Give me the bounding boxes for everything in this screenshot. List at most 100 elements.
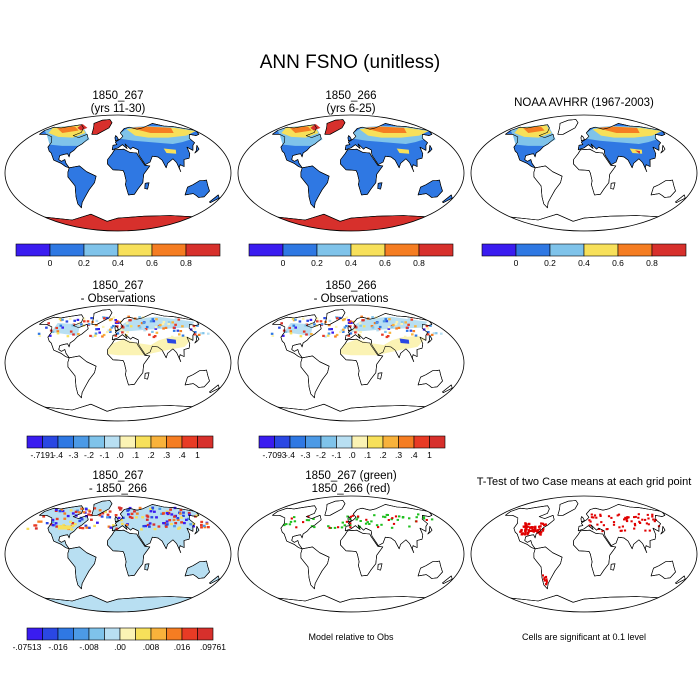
significant-cell: [589, 520, 592, 523]
significant-cell: [625, 519, 628, 522]
diff-cell: [371, 326, 375, 329]
diff-cell: [151, 330, 154, 333]
diff-cell: [65, 320, 69, 323]
diff-cell: [59, 324, 63, 327]
colorbar-box: [274, 435, 291, 449]
diff-cell: [109, 328, 112, 331]
significant-cell: [637, 513, 640, 516]
diff-cell: [172, 326, 176, 329]
significant-cell: [633, 527, 636, 530]
green-cell: [341, 521, 344, 524]
colorbar-box: [117, 243, 153, 257]
snow-arctic-islands: [77, 124, 88, 131]
diff-cell: [425, 325, 429, 328]
landmass-eurasia: [344, 313, 433, 363]
diff-cell: [192, 325, 196, 328]
significant-cell: [627, 516, 630, 519]
red-cell: [394, 515, 398, 518]
landmass-southAmerica: [300, 546, 330, 590]
diff-cell: [125, 322, 129, 325]
map-body: [26, 500, 220, 612]
diff-cell: [37, 332, 41, 335]
significant-cell: [647, 517, 650, 520]
colorbar-box: [49, 243, 85, 257]
diff-cell: [302, 330, 306, 333]
green-cell: [390, 518, 393, 521]
diff-cell: [350, 321, 353, 324]
diff-cell: [174, 522, 178, 525]
diff-cell: [93, 524, 96, 528]
diff-cell: [427, 331, 430, 334]
diff-cell: [165, 520, 169, 523]
colorbar-box: [26, 435, 43, 449]
significant-cell: [527, 529, 531, 532]
diff-cell: [45, 326, 48, 329]
colorbar-tick-label: -.008: [79, 642, 99, 652]
green-cell: [358, 526, 361, 529]
diff-cell: [104, 510, 107, 514]
landmass-southAmerica: [300, 355, 330, 399]
map-outline: [4, 304, 232, 422]
diff-cell: [61, 318, 64, 321]
diff-cell: [164, 326, 168, 329]
diff-cell: [323, 317, 326, 320]
panel-title-266-minus-obs: 1850_266 - Observations: [236, 280, 466, 306]
significant-cell: [542, 574, 544, 577]
map-outline: [237, 304, 465, 422]
significant-cell: [529, 526, 532, 529]
map-outline: [4, 114, 232, 232]
diff-cell: [189, 523, 193, 526]
green-cell: [398, 515, 401, 518]
significant-cell: [601, 530, 604, 533]
diff-cell: [72, 333, 75, 336]
red-cell: [295, 526, 298, 529]
diff-cell: [58, 317, 62, 320]
diff-cell: [55, 517, 59, 521]
diff-cell: [85, 515, 88, 518]
significant-cell: [520, 533, 523, 536]
significant-cell: [644, 529, 647, 532]
diff-cell: [26, 527, 30, 530]
diff-cell: [278, 326, 281, 329]
landmass-japan: [194, 334, 200, 344]
diff-cell: [298, 320, 302, 323]
green-cell: [340, 526, 344, 529]
diff-cell: [173, 525, 176, 528]
green-cell: [313, 526, 316, 529]
diff-cell: [108, 510, 112, 513]
landmass-madagascar: [144, 563, 150, 571]
continents: [272, 119, 453, 231]
diff-cell: [176, 329, 180, 332]
diff-cell: [135, 512, 139, 515]
diff-cell: [385, 320, 389, 323]
diff-cell: [51, 521, 55, 524]
diff-cell: [69, 330, 73, 333]
diff-cell: [345, 324, 348, 328]
landmass-africa: [107, 338, 151, 386]
significant-cell: [623, 529, 627, 532]
green-cell: [385, 513, 388, 516]
diff-cell: [289, 330, 293, 333]
landmass-nz: [442, 194, 453, 203]
colorbar-box: [320, 435, 337, 449]
diff-cell: [62, 523, 66, 527]
red-cell: [307, 515, 310, 518]
panel-title-line: 1850_266: [325, 90, 377, 102]
diff-cell: [205, 522, 209, 525]
colorbar-tick-label: 1: [427, 450, 432, 460]
diff-cell: [111, 524, 115, 527]
landmass-africa: [340, 148, 384, 196]
map-body: [37, 309, 220, 421]
diff-cell: [155, 516, 158, 519]
landmass-nz: [209, 384, 220, 393]
green-cell: [289, 520, 293, 523]
diff-cell: [429, 324, 432, 327]
colorbar-box: [418, 243, 454, 257]
diff-cell: [151, 506, 155, 509]
panel-title-1850-266: 1850_266 (yrs 6-25): [236, 90, 466, 116]
diff-cell: [73, 523, 77, 526]
diff-cell: [349, 332, 353, 335]
red-cell: [328, 526, 331, 529]
colorbar-tick-label: 0.6: [379, 258, 391, 268]
diff-cell: [165, 523, 169, 526]
